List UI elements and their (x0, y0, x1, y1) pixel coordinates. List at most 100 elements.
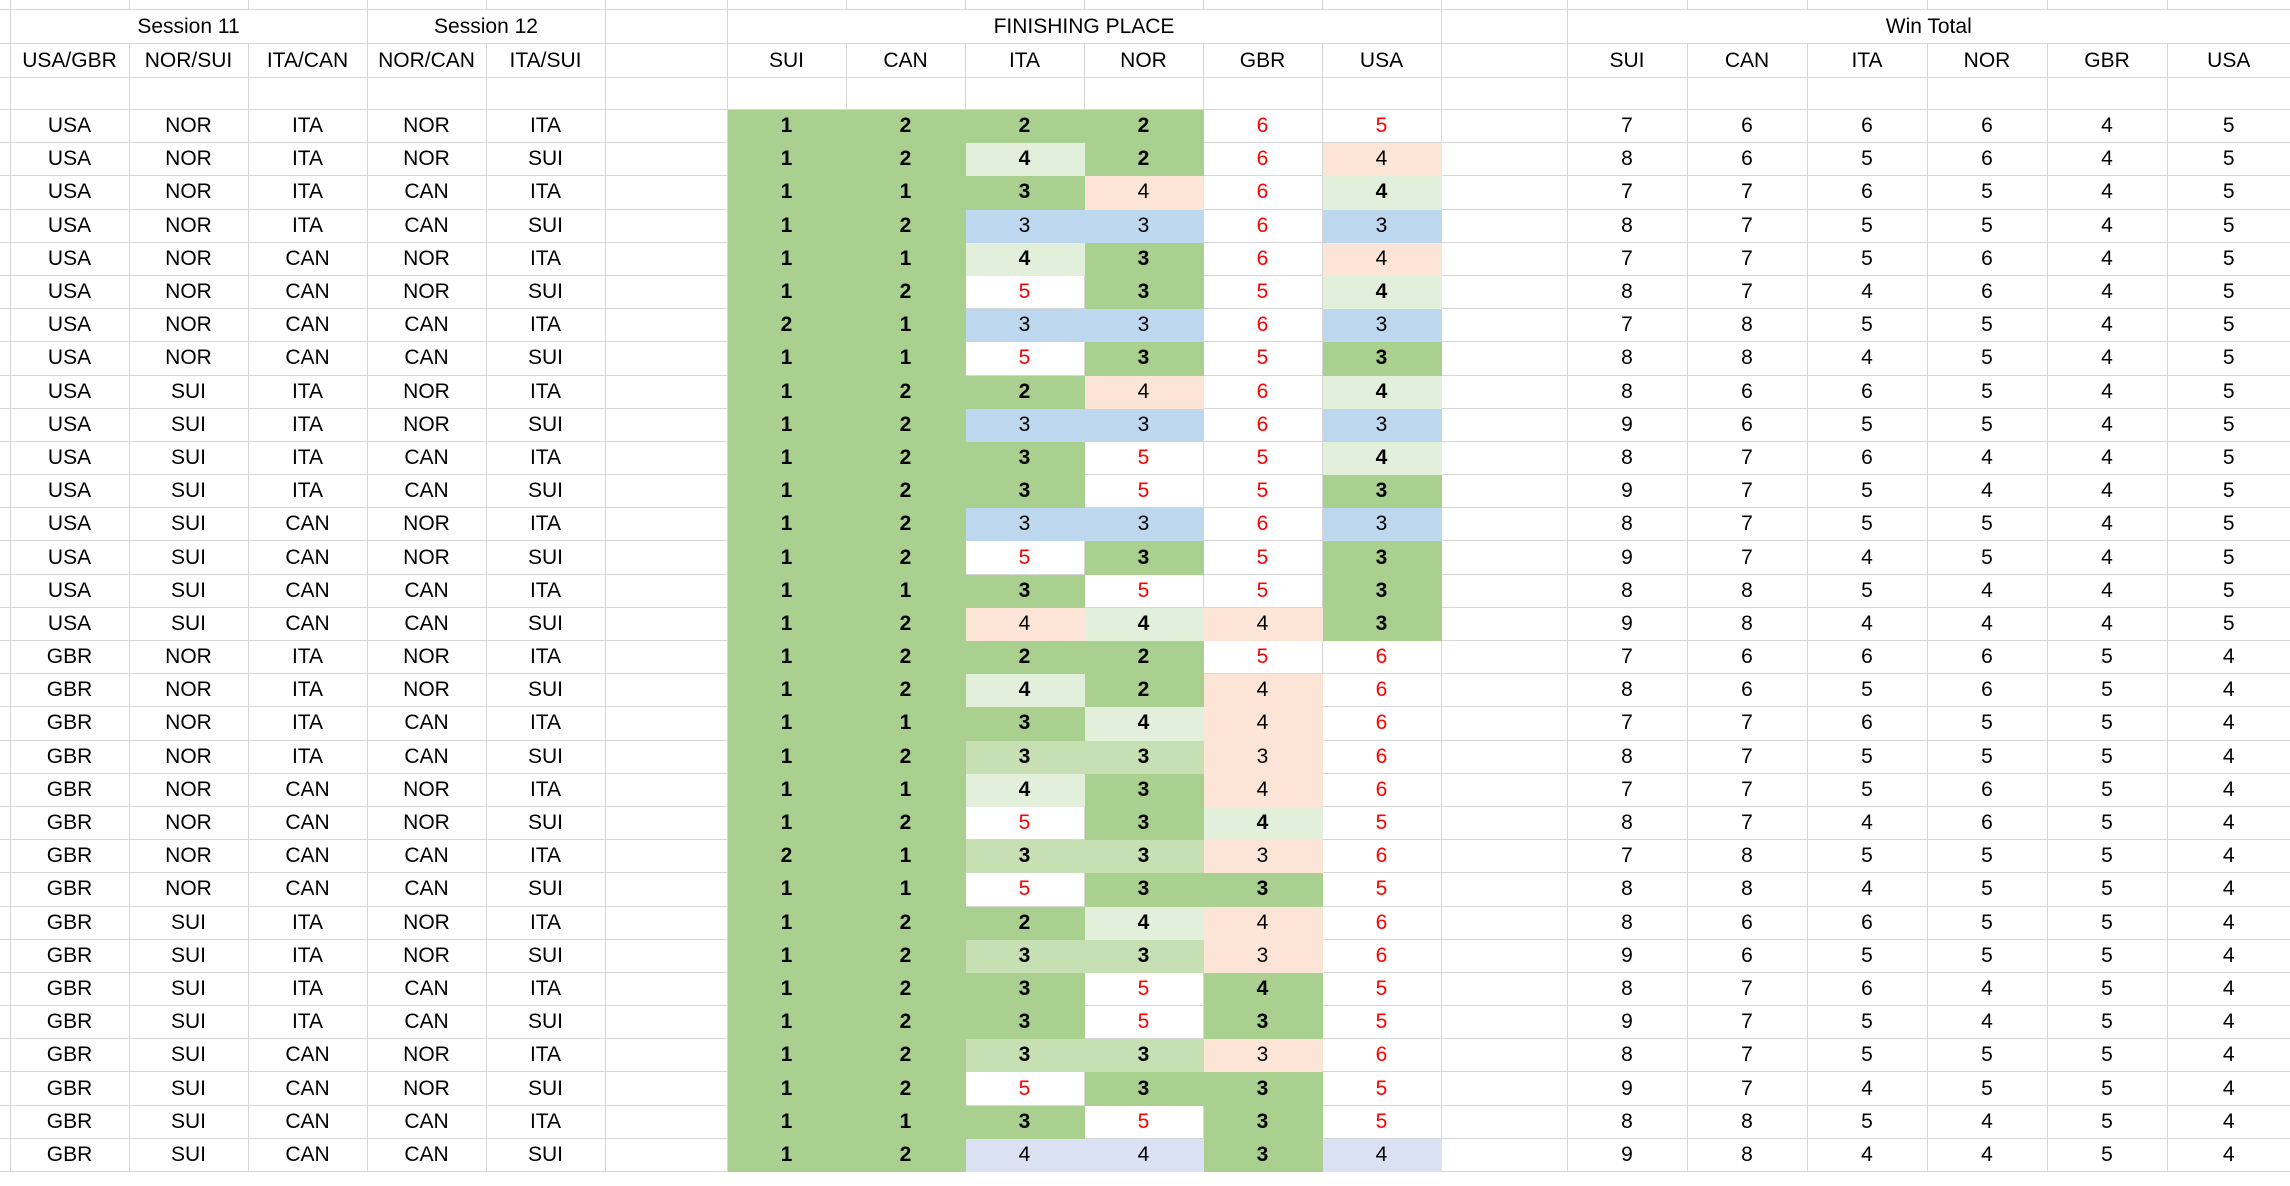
grid-cell[interactable] (1441, 740, 1568, 774)
finish-cell[interactable]: 3 (1203, 1105, 1323, 1139)
grid-cell[interactable] (1441, 1138, 1568, 1173)
win-cell[interactable]: 4 (2047, 341, 2168, 376)
win-cell[interactable]: 6 (1927, 275, 2048, 310)
win-cell[interactable]: 5 (1927, 839, 2048, 874)
finish-cell[interactable]: 1 (727, 939, 847, 973)
finish-cell[interactable]: 2 (965, 375, 1085, 409)
win-cell[interactable]: 8 (1687, 574, 1808, 608)
win-cell[interactable]: 6 (1687, 939, 1808, 973)
grid-cell[interactable] (1441, 0, 1568, 10)
grid-cell[interactable] (605, 507, 728, 542)
finish-cell[interactable]: 3 (965, 408, 1085, 442)
grid-cell[interactable] (0, 507, 11, 542)
grid-cell[interactable] (1567, 0, 1688, 10)
win-cell[interactable]: 5 (1927, 209, 2048, 243)
win-cell[interactable]: 5 (1927, 341, 2048, 376)
grid-cell[interactable] (1927, 0, 2048, 10)
matchup-cell[interactable]: ITA (486, 972, 606, 1007)
matchup-cell[interactable]: SUI (486, 275, 606, 310)
finish-cell[interactable]: 3 (1203, 740, 1323, 774)
matchup-cell[interactable]: CAN (248, 1071, 368, 1106)
win-cell[interactable]: 5 (1807, 939, 1928, 973)
finish-cell[interactable]: 1 (846, 308, 966, 343)
matchup-cell[interactable]: SUI (486, 872, 606, 907)
finish-cell[interactable]: 6 (1322, 640, 1442, 675)
matchup-cell[interactable]: GBR (10, 740, 130, 774)
win-cell[interactable]: 5 (2167, 540, 2290, 575)
win-cell[interactable]: 8 (1567, 441, 1688, 476)
finish-cell[interactable]: 2 (965, 640, 1085, 675)
grid-cell[interactable] (727, 77, 847, 110)
finish-cell[interactable]: 3 (1322, 474, 1442, 509)
matchup-cell[interactable]: CAN (367, 1105, 487, 1139)
finish-cell[interactable]: 2 (846, 109, 966, 144)
grid-cell[interactable] (1441, 673, 1568, 708)
grid-cell[interactable] (1084, 77, 1204, 110)
matchup-cell[interactable]: CAN (367, 441, 487, 476)
grid-cell[interactable] (605, 1071, 728, 1106)
win-cell[interactable]: 5 (1927, 308, 2048, 343)
grid-cell[interactable] (605, 77, 728, 110)
win-cell[interactable]: 6 (1687, 142, 1808, 177)
matchup-cell[interactable]: ITA (248, 441, 368, 476)
finish-cell[interactable]: 6 (1322, 906, 1442, 940)
matchup-cell[interactable]: ITA (486, 906, 606, 940)
matchup-cell[interactable]: ITA (486, 640, 606, 675)
finish-cell[interactable]: 1 (727, 972, 847, 1007)
finish-cell[interactable]: 3 (1322, 408, 1442, 442)
grid-cell[interactable] (0, 175, 11, 210)
matchup-cell[interactable]: SUI (129, 375, 249, 409)
matchup-cell[interactable]: SUI (486, 341, 606, 376)
win-cell[interactable]: 5 (1807, 507, 1928, 542)
finish-cell[interactable]: 5 (965, 872, 1085, 907)
finish-cell[interactable]: 4 (1203, 906, 1323, 940)
grid-cell[interactable] (1441, 308, 1568, 343)
matchup-cell[interactable]: ITA (248, 740, 368, 774)
grid-cell[interactable] (605, 607, 728, 642)
finish-cell[interactable]: 2 (846, 142, 966, 177)
finish-cell[interactable]: 3 (965, 939, 1085, 973)
finish-cell[interactable]: 5 (1203, 275, 1323, 310)
grid-cell[interactable] (0, 773, 11, 807)
win-cell[interactable]: 6 (1927, 640, 2048, 675)
finish-cell[interactable]: 5 (1084, 574, 1204, 608)
matchup-cell[interactable]: NOR (367, 109, 487, 144)
grid-cell[interactable] (0, 375, 11, 409)
win-cell[interactable]: 8 (1567, 507, 1688, 542)
matchup-cell[interactable]: CAN (367, 872, 487, 907)
grid-cell[interactable] (367, 0, 487, 10)
win-cell[interactable]: 8 (1567, 906, 1688, 940)
matchup-cell[interactable]: NOR (367, 375, 487, 409)
win-cell[interactable]: 4 (2167, 640, 2290, 675)
grid-cell[interactable] (605, 1038, 728, 1073)
finish-cell[interactable]: 4 (1203, 972, 1323, 1007)
matchup-cell[interactable]: SUI (129, 408, 249, 442)
matchup-cell[interactable]: CAN (248, 540, 368, 575)
matchup-cell[interactable]: USA (10, 308, 130, 343)
finish-cell[interactable]: 5 (1203, 341, 1323, 376)
finish-cell[interactable]: 2 (846, 806, 966, 841)
grid-cell[interactable] (0, 408, 11, 442)
grid-cell[interactable] (0, 474, 11, 509)
finish-cell[interactable]: 2 (846, 209, 966, 243)
matchup-cell[interactable]: USA (10, 474, 130, 509)
matchup-cell[interactable]: CAN (248, 275, 368, 310)
grid-cell[interactable] (1567, 77, 1688, 110)
finish-cell[interactable]: 3 (1203, 1005, 1323, 1040)
matchup-cell[interactable]: GBR (10, 972, 130, 1007)
finish-cell[interactable]: 2 (846, 474, 966, 509)
finish-cell[interactable]: 5 (1084, 1005, 1204, 1040)
win-cell[interactable]: 5 (1807, 209, 1928, 243)
win-cell[interactable]: 7 (1687, 242, 1808, 276)
win-cell[interactable]: 5 (2167, 209, 2290, 243)
matchup-cell[interactable]: ITA (486, 1038, 606, 1073)
win-cell[interactable]: 6 (1687, 673, 1808, 708)
win-cell[interactable]: 7 (1687, 209, 1808, 243)
grid-cell[interactable] (0, 77, 11, 110)
grid-cell[interactable] (605, 209, 728, 243)
matchup-cell[interactable]: ITA (248, 673, 368, 708)
finish-cell[interactable]: 3 (965, 175, 1085, 210)
grid-cell[interactable] (1441, 1038, 1568, 1073)
win-cell[interactable]: 5 (1807, 242, 1928, 276)
grid-cell[interactable] (248, 0, 368, 10)
